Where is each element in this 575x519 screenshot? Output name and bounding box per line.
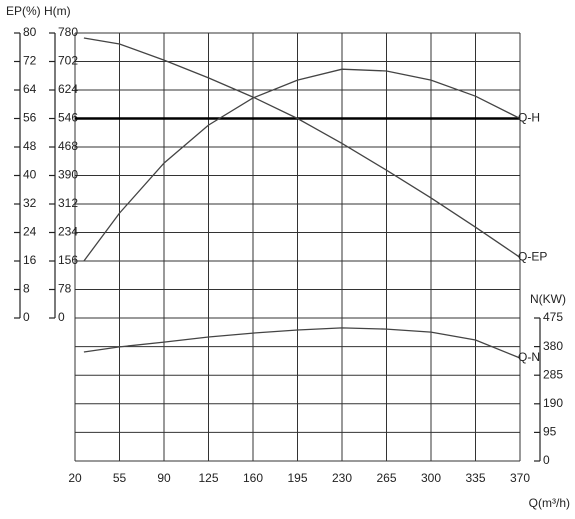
ep-tick-label: 80 (23, 25, 37, 39)
ep-tick-label: 24 (23, 225, 37, 239)
x-tick-label: 265 (376, 471, 396, 485)
n-tick-label: 95 (543, 425, 557, 439)
h-axis-title: H(m) (44, 4, 71, 18)
ep-tick-label: 48 (23, 139, 37, 153)
series-label: Q-EP (518, 250, 547, 264)
h-tick-label: 156 (58, 253, 78, 267)
ep-tick-label: 64 (23, 82, 37, 96)
ep-axis-title: EP(%) (6, 4, 41, 18)
series-line (83, 37, 521, 258)
h-tick-label: 234 (58, 225, 78, 239)
n-tick-label: 190 (543, 396, 563, 410)
n-tick-label: 380 (543, 339, 563, 353)
h-tick-label: 702 (58, 54, 78, 68)
x-tick-label: 160 (243, 471, 263, 485)
h-tick-label: 624 (58, 82, 78, 96)
h-tick-label: 546 (58, 111, 78, 125)
ep-tick-label: 8 (23, 282, 30, 296)
ep-tick-label: 16 (23, 253, 37, 267)
ep-tick-label: 0 (23, 310, 30, 324)
x-tick-label: 370 (510, 471, 530, 485)
x-tick-label: 230 (332, 471, 352, 485)
h-tick-label: 0 (58, 310, 65, 324)
x-tick-label: 90 (157, 471, 171, 485)
series-label: Q-H (518, 111, 540, 125)
x-tick-label: 335 (465, 471, 485, 485)
series-line (83, 68, 521, 262)
ep-tick-label: 56 (23, 111, 37, 125)
h-tick-label: 312 (58, 196, 78, 210)
h-tick-label: 78 (58, 282, 72, 296)
n-tick-label: 475 (543, 310, 563, 324)
x-tick-label: 300 (421, 471, 441, 485)
x-tick-label: 125 (198, 471, 218, 485)
ep-tick-label: 72 (23, 54, 37, 68)
h-tick-label: 780 (58, 25, 78, 39)
series-label: Q-N (518, 350, 540, 364)
x-tick-label: 195 (287, 471, 307, 485)
series-line (83, 327, 521, 359)
x-tick-label: 20 (68, 471, 82, 485)
x-axis-title: Q(m³/h) (529, 496, 570, 510)
n-tick-label: 285 (543, 367, 563, 381)
ep-tick-label: 40 (23, 168, 37, 182)
ep-tick-label: 32 (23, 196, 37, 210)
x-tick-label: 55 (113, 471, 127, 485)
n-tick-label: 0 (543, 453, 550, 467)
h-tick-label: 468 (58, 139, 78, 153)
h-tick-label: 390 (58, 168, 78, 182)
n-axis-title: N(KW) (530, 292, 566, 306)
